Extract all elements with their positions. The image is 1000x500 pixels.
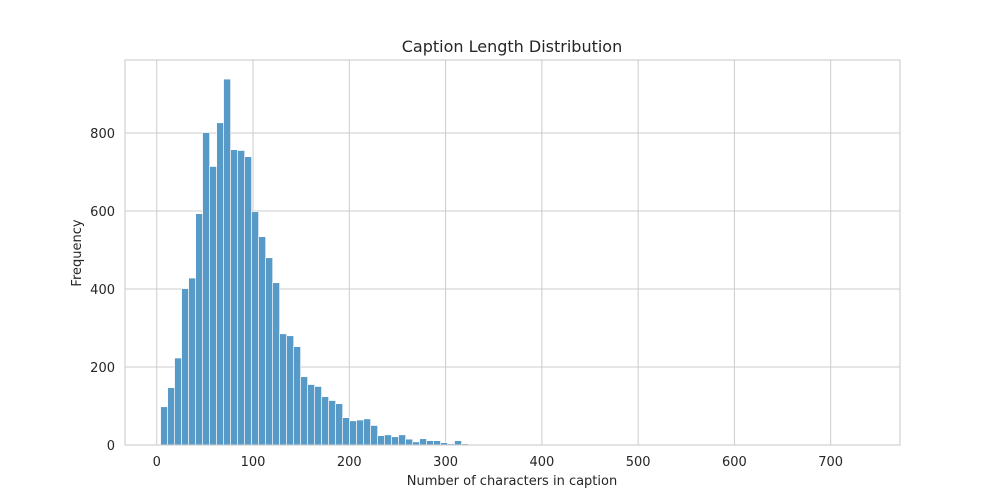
y-axis-ticks: 0 200 400 600 800	[90, 127, 115, 454]
histogram-bar	[454, 440, 462, 446]
chart-title: Caption Length Distribution	[402, 37, 622, 56]
histogram-bar	[307, 384, 315, 446]
x-axis-ticks: 0 100 200 300 400 500 600 700	[153, 455, 843, 470]
histogram-bar	[209, 166, 217, 446]
histogram-bar	[244, 156, 252, 446]
x-tick-label: 300	[433, 455, 458, 470]
x-tick-label: 600	[722, 455, 747, 470]
histogram-bar	[405, 438, 413, 446]
y-tick-label: 800	[90, 127, 115, 142]
histogram-bar	[286, 335, 294, 446]
histogram-bar	[377, 435, 385, 446]
histogram-bar	[293, 346, 301, 446]
histogram-bar	[265, 257, 273, 446]
histogram-bar	[237, 150, 245, 446]
histogram-bar	[335, 403, 343, 446]
y-tick-label: 400	[90, 283, 115, 298]
histogram-bar	[398, 434, 406, 446]
histogram-bar	[216, 122, 224, 446]
histogram-bar	[342, 417, 350, 446]
histogram-bar	[370, 425, 378, 446]
histogram-bar	[314, 386, 322, 446]
histogram-bar	[356, 419, 364, 446]
histogram-bar	[349, 420, 357, 446]
histogram-bar	[174, 357, 182, 446]
histogram-bar	[230, 149, 238, 446]
x-tick-label: 100	[241, 455, 266, 470]
histogram-bar	[419, 438, 427, 446]
x-tick-label: 200	[337, 455, 362, 470]
y-axis-label: Frequency	[70, 219, 85, 286]
histogram-bar	[321, 396, 329, 446]
histogram-bar	[258, 236, 266, 446]
x-tick-label: 500	[626, 455, 651, 470]
histogram-bar	[384, 434, 392, 446]
y-tick-label: 0	[107, 439, 115, 454]
histogram-bar	[167, 387, 175, 446]
histogram-bar	[328, 400, 336, 446]
histogram-bar	[272, 282, 280, 446]
y-tick-label: 600	[90, 205, 115, 220]
histogram-bar	[188, 277, 196, 446]
histogram-bar	[363, 418, 371, 446]
histogram-bar	[223, 78, 231, 446]
histogram-bar	[300, 376, 308, 446]
histogram-bar	[195, 213, 203, 446]
histogram-bar	[279, 333, 287, 446]
histogram-bars	[160, 78, 760, 446]
x-tick-label: 400	[529, 455, 554, 470]
histogram-bar	[426, 440, 434, 446]
histogram-bar	[433, 440, 441, 446]
histogram-bar	[251, 211, 259, 446]
histogram-bar	[391, 436, 399, 446]
x-tick-label: 0	[153, 455, 161, 470]
x-axis-label: Number of characters in caption	[407, 474, 617, 489]
plot-frame	[124, 59, 901, 446]
histogram-bar	[160, 406, 168, 446]
histogram-bar	[202, 132, 210, 446]
x-tick-label: 700	[818, 455, 843, 470]
histogram-bar	[181, 288, 189, 446]
y-tick-label: 200	[90, 361, 115, 376]
